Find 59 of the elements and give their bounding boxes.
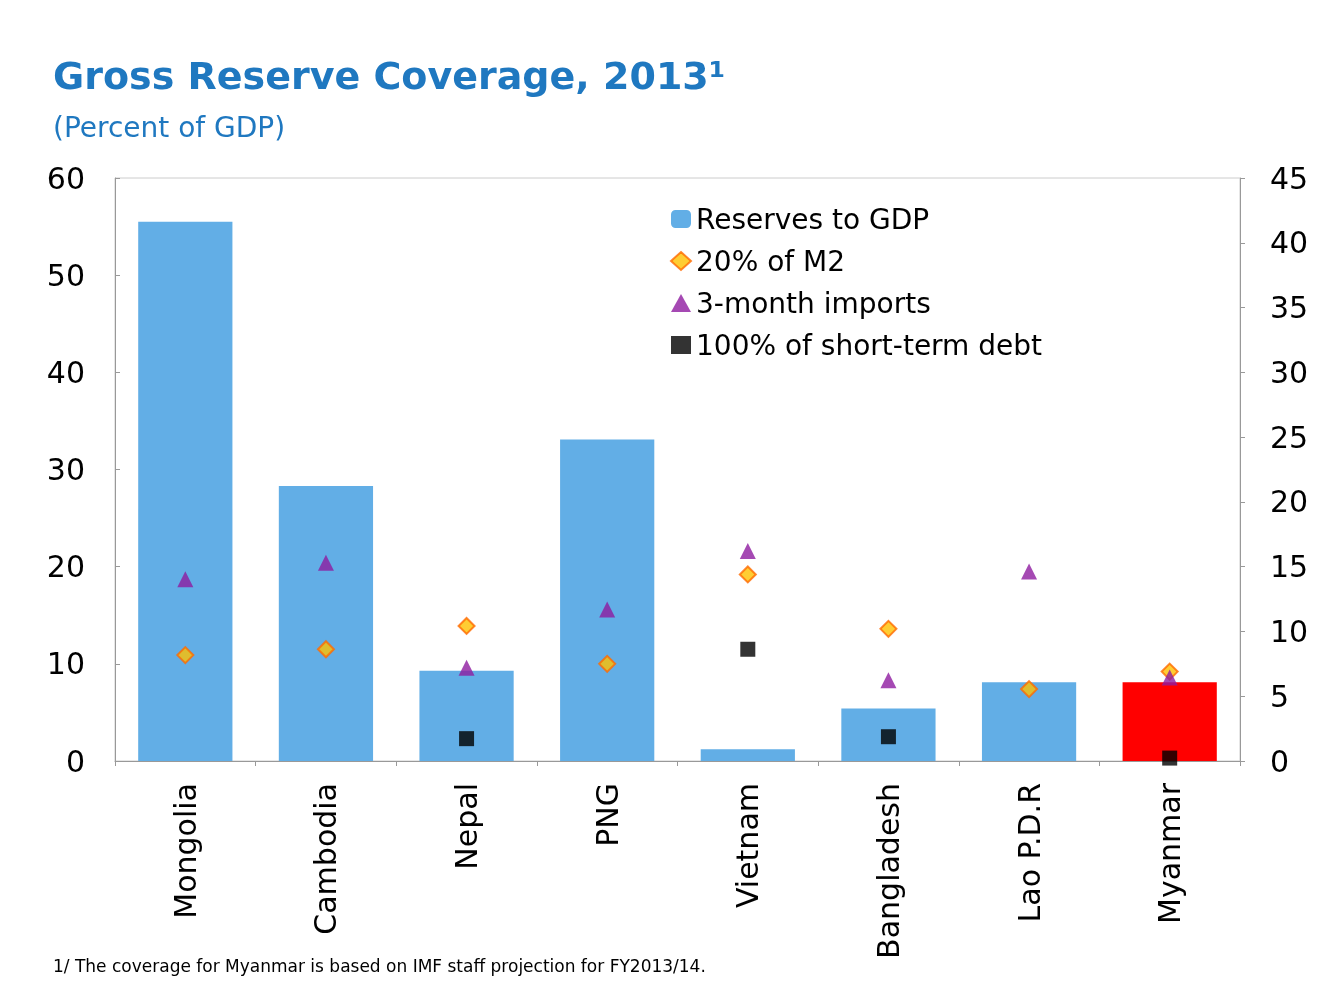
point — [599, 601, 616, 618]
y2-tick-label: 10 — [1270, 613, 1309, 649]
y-tick-label: 20 — [46, 549, 85, 585]
point — [880, 672, 897, 689]
y2-tick-label: 30 — [1270, 354, 1309, 390]
legend-label: 100% of short-term debt — [696, 328, 1043, 362]
bar — [419, 670, 514, 761]
y2-tick-label: 45 — [1270, 160, 1309, 196]
point — [738, 565, 757, 584]
bar — [981, 682, 1077, 761]
legend-label: Reserves to GDP — [696, 202, 930, 236]
point — [457, 616, 476, 635]
x-tick-label: Lao P.D.R — [1011, 783, 1047, 923]
point — [598, 654, 617, 673]
y-tick-label: 30 — [46, 452, 85, 487]
y-tick-label: 0 — [65, 743, 85, 779]
bar — [1122, 682, 1217, 761]
y2-tick-label: 20 — [1270, 484, 1309, 520]
bar — [560, 439, 655, 761]
x-tick-label: Bangladesh — [870, 783, 906, 959]
bar — [700, 749, 795, 761]
legend-label: 20% of M2 — [696, 244, 845, 278]
point — [739, 543, 756, 560]
x-tick-label: Myanmar — [1152, 782, 1188, 924]
point — [740, 641, 756, 657]
y2-tick-label: 40 — [1270, 225, 1309, 261]
bar — [138, 221, 233, 761]
y-tick-label: 50 — [46, 257, 85, 293]
x-tick-label: Cambodia — [308, 783, 344, 935]
point — [176, 646, 195, 665]
chart-subtitle: (Percent of GDP) — [53, 110, 286, 144]
point — [177, 571, 194, 588]
y2-tick-label: 35 — [1270, 290, 1309, 326]
y-tick-label: 40 — [46, 354, 85, 390]
point — [316, 640, 335, 659]
point — [879, 619, 898, 638]
legend-label: 3-month imports — [696, 286, 931, 320]
bar — [278, 486, 374, 761]
y-tick-label: 10 — [46, 646, 85, 682]
point — [1020, 680, 1039, 699]
point — [880, 729, 896, 745]
point — [459, 731, 475, 747]
bar — [841, 708, 936, 761]
point — [1162, 750, 1178, 766]
point — [458, 659, 475, 676]
point — [1021, 563, 1038, 580]
point — [1161, 669, 1178, 686]
y2-tick-label: 5 — [1270, 678, 1290, 714]
x-tick-label: Nepal — [449, 783, 485, 870]
y-tick-label: 60 — [46, 160, 85, 196]
x-tick-label: Vietnam — [730, 783, 766, 909]
y2-tick-label: 25 — [1270, 419, 1309, 455]
chart-title: Gross Reserve Coverage, 2013¹ — [53, 54, 726, 98]
x-tick-label: PNG — [589, 783, 625, 847]
x-tick-label: Mongolia — [167, 783, 203, 919]
text: 1/ The coverage for Myanmar is based on IMF staff projection for FY2013/14. — [53, 955, 706, 976]
y2-tick-label: 15 — [1270, 549, 1309, 585]
point — [317, 554, 334, 571]
y2-tick-label: 0 — [1270, 743, 1290, 779]
